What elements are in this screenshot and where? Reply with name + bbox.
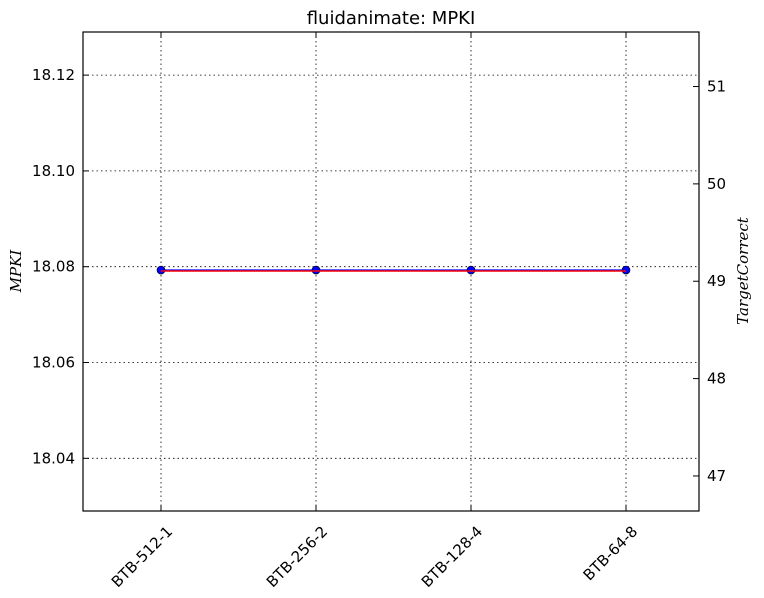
x-tick-label: BTB-64-8: [580, 523, 642, 585]
ticks-layer: BTB-512-1 BTB-256-2 BTB-128-4 BTB-64-8 18.04…: [32, 32, 726, 591]
y2-tick-label: 48: [707, 370, 726, 388]
y2-tick-label: 47: [707, 467, 726, 485]
x-tick-label: BTB-128-4: [418, 523, 486, 591]
x-tick-label: BTB-256-2: [263, 523, 331, 591]
y2-tick-label: 51: [707, 78, 726, 96]
series-layer: [156, 265, 631, 275]
y-tick-label: 18.08: [32, 258, 75, 276]
y2-tick-label: 49: [707, 272, 726, 290]
y2-tick-label: 50: [707, 175, 726, 193]
chart-title: fluidanimate: MPKI: [307, 8, 476, 29]
y-axis-label: MPKI: [7, 249, 25, 294]
y-tick-label: 18.06: [32, 354, 75, 372]
y-tick-label: 18.12: [32, 66, 75, 84]
series-point: [621, 265, 631, 275]
y-tick-label: 18.04: [32, 449, 75, 467]
series-point: [156, 265, 166, 275]
plot-frame: [82, 31, 700, 512]
x-tick-label: BTB-512-1: [108, 523, 176, 591]
y-tick-label: 18.10: [32, 162, 75, 180]
series-point: [466, 265, 476, 275]
series-point: [311, 265, 321, 275]
y2-axis-label: TargetCorrect: [734, 216, 752, 325]
